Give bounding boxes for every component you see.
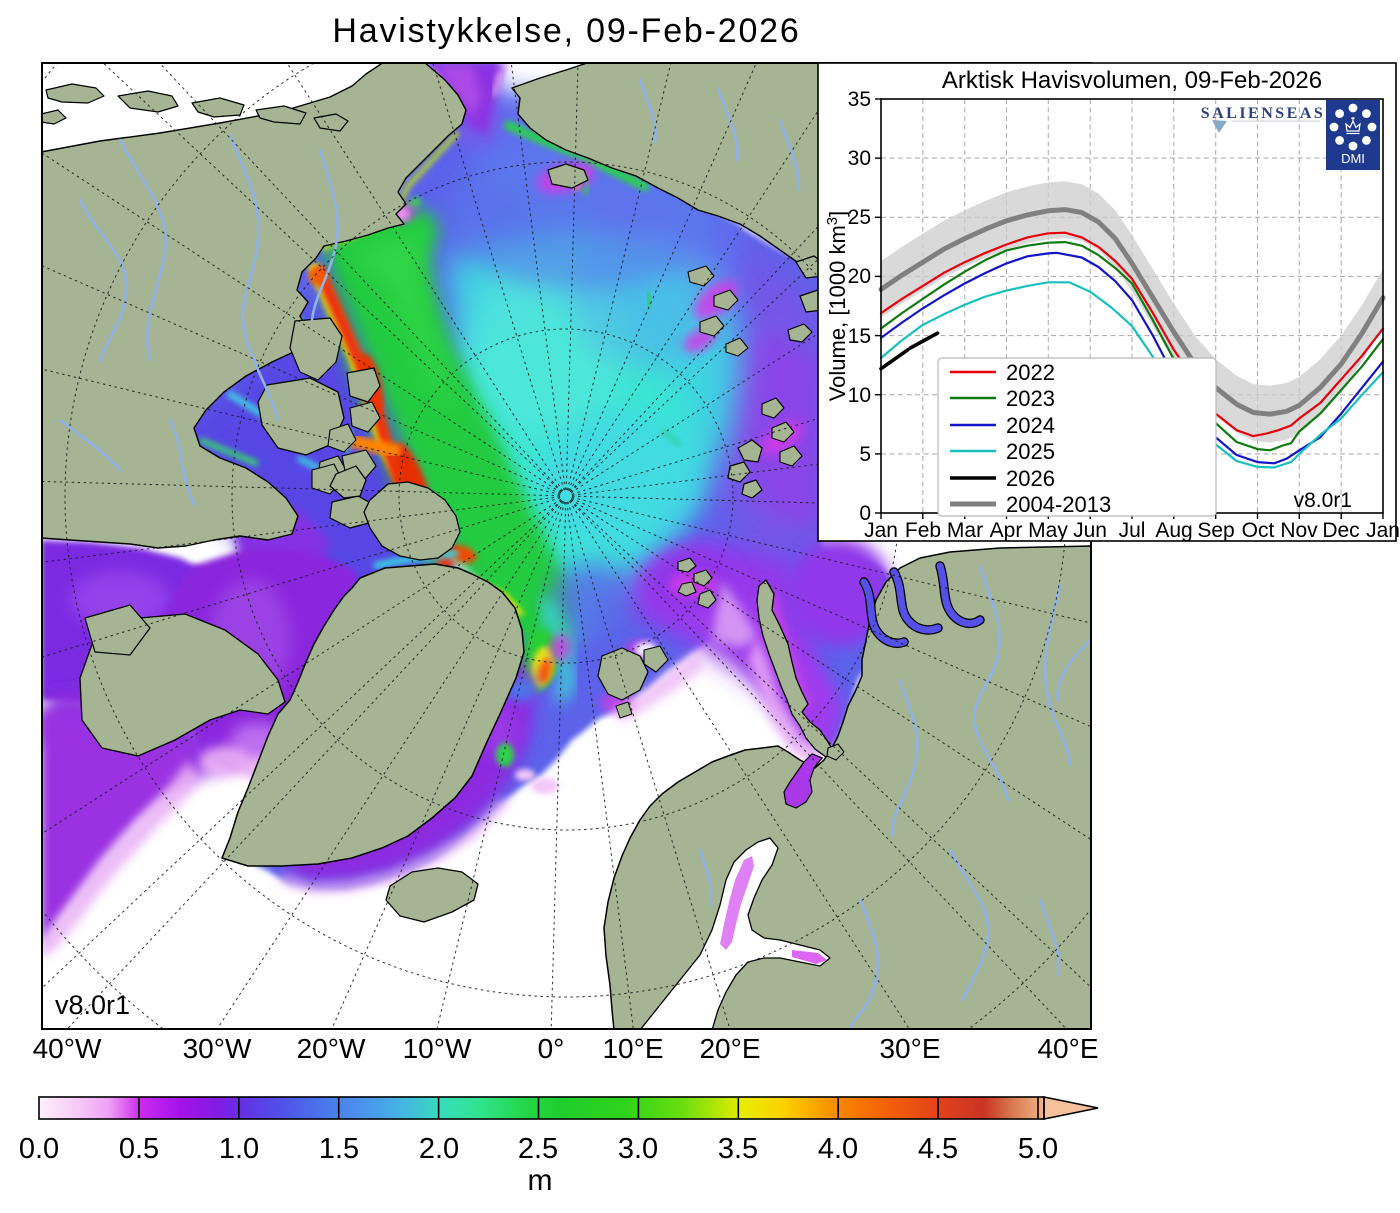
- svg-text:May: May: [1028, 519, 1068, 542]
- svg-text:0.5: 0.5: [119, 1133, 159, 1165]
- svg-text:15: 15: [848, 325, 871, 348]
- svg-text:Jan: Jan: [864, 519, 898, 542]
- svg-text:2.5: 2.5: [518, 1133, 558, 1165]
- svg-text:DMI: DMI: [1341, 151, 1365, 166]
- svg-text:35: 35: [848, 88, 871, 111]
- svg-text:Aug: Aug: [1155, 519, 1192, 542]
- svg-text:Apr: Apr: [990, 519, 1023, 542]
- svg-text:Nov: Nov: [1280, 519, 1318, 542]
- svg-text:3.5: 3.5: [718, 1133, 758, 1165]
- svg-text:5: 5: [859, 443, 871, 466]
- svg-text:20: 20: [848, 265, 871, 288]
- svg-text:5.0: 5.0: [1018, 1133, 1058, 1165]
- svg-text:Mar: Mar: [947, 519, 983, 542]
- svg-text:Volume, [1000 km3]: Volume, [1000 km3]: [824, 211, 851, 402]
- svg-text:Oct: Oct: [1242, 519, 1275, 542]
- svg-text:v8.0r1: v8.0r1: [1294, 489, 1352, 512]
- svg-text:2.0: 2.0: [419, 1133, 459, 1165]
- svg-text:2004-2013: 2004-2013: [1006, 492, 1111, 517]
- svg-text:m: m: [528, 1164, 553, 1197]
- svg-text:3.0: 3.0: [618, 1133, 658, 1165]
- svg-text:Arktisk Havisvolumen, 09-Feb-2: Arktisk Havisvolumen, 09-Feb-2026: [942, 67, 1322, 94]
- svg-text:1.0: 1.0: [219, 1133, 259, 1165]
- svg-text:2026: 2026: [1006, 466, 1055, 491]
- svg-text:SALIENSEAS: SALIENSEAS: [1201, 105, 1326, 122]
- svg-text:Jan: Jan: [1366, 519, 1400, 542]
- svg-text:1.5: 1.5: [319, 1133, 359, 1165]
- svg-text:0.0: 0.0: [19, 1133, 59, 1165]
- svg-text:Dec: Dec: [1322, 519, 1359, 542]
- svg-text:4.5: 4.5: [918, 1133, 958, 1165]
- svg-text:4.0: 4.0: [818, 1133, 858, 1165]
- svg-text:2025: 2025: [1006, 439, 1055, 464]
- svg-text:25: 25: [848, 206, 871, 229]
- svg-text:Sep: Sep: [1197, 519, 1234, 542]
- svg-text:2022: 2022: [1006, 360, 1055, 385]
- svg-text:30: 30: [848, 147, 871, 170]
- svg-text:Jun: Jun: [1073, 519, 1107, 542]
- svg-text:2024: 2024: [1006, 413, 1055, 438]
- svg-text:Feb: Feb: [905, 519, 941, 542]
- svg-text:0: 0: [859, 502, 871, 525]
- svg-text:v8.0r1: v8.0r1: [55, 990, 130, 1020]
- svg-text:2023: 2023: [1006, 386, 1055, 411]
- svg-text:10: 10: [848, 384, 871, 407]
- svg-text:Jul: Jul: [1119, 519, 1146, 542]
